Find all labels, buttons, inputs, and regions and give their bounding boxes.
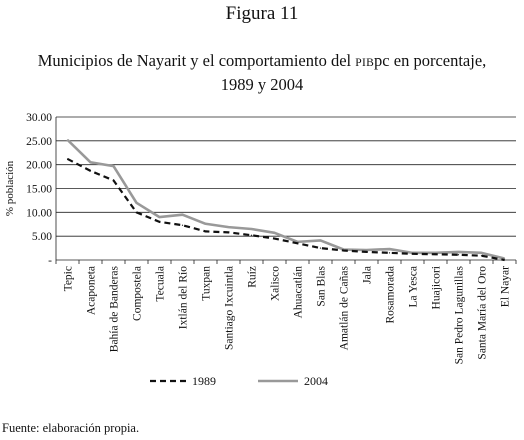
data-point-1989 bbox=[112, 179, 115, 181]
legend-label-2004: 2004 bbox=[304, 374, 328, 388]
line-chart: - 5.00 10.00 15.00 20.00 25.00 30.00 % població… bbox=[4, 112, 517, 388]
title-suffix: pc en porcentaje, bbox=[374, 51, 487, 70]
data-point-1989 bbox=[457, 254, 460, 256]
x-tick-label: Huajicori bbox=[431, 266, 443, 309]
y-tick-label: 15.00 bbox=[26, 184, 52, 196]
data-point-2004 bbox=[365, 249, 368, 251]
y-tick-label: 30.00 bbox=[26, 112, 52, 124]
data-point-1989 bbox=[319, 247, 322, 249]
y-tick-label: 20.00 bbox=[26, 160, 52, 172]
x-tick-label: La Yesca bbox=[408, 266, 420, 308]
data-point-1989 bbox=[342, 249, 345, 252]
title-line2: 1989 y 2004 bbox=[220, 75, 304, 94]
x-tick-label: San Blas bbox=[316, 265, 328, 306]
x-tick-label: Amatlán de Cañas bbox=[339, 265, 351, 350]
data-point-1989 bbox=[89, 170, 92, 172]
data-point-2004 bbox=[319, 239, 322, 242]
data-point-1989 bbox=[135, 211, 138, 213]
x-tick-label: Rosamorada bbox=[385, 266, 397, 323]
data-point-2004 bbox=[158, 216, 161, 218]
data-point-2004 bbox=[181, 214, 184, 216]
figure-label: Figura 11 bbox=[225, 3, 299, 24]
data-point-2004 bbox=[135, 202, 138, 204]
x-tick-label: Santiago Ixcuintla bbox=[224, 266, 236, 350]
data-point-1989 bbox=[503, 259, 506, 261]
x-tick-label: San Pedro Lagunillas bbox=[454, 265, 466, 364]
legend-label-1989: 1989 bbox=[192, 374, 216, 388]
data-point-2004 bbox=[273, 232, 276, 234]
data-point-1989 bbox=[158, 221, 161, 223]
data-point-1989 bbox=[365, 251, 368, 253]
x-tick-label: El Nayar bbox=[500, 266, 512, 307]
data-point-2004 bbox=[434, 252, 437, 254]
x-tick-label: Santa María del Oro bbox=[477, 266, 489, 360]
chart-title: Municipios de Nayarit y el comportamient… bbox=[0, 50, 524, 96]
data-point-1989 bbox=[250, 234, 253, 236]
series-line-2004 bbox=[66, 138, 505, 260]
title-smallcaps: PIB bbox=[355, 57, 375, 69]
title-prefix: Municipios de Nayarit y el comportamient… bbox=[37, 51, 356, 70]
series-line-1989 bbox=[66, 157, 505, 262]
y-axis-label: % población bbox=[4, 160, 16, 216]
x-tick-label: Tepic bbox=[63, 266, 75, 291]
data-point-1989 bbox=[388, 252, 391, 254]
data-point-2004 bbox=[112, 165, 115, 167]
data-point-1989 bbox=[66, 158, 69, 160]
y-tick-label: 5.00 bbox=[32, 231, 52, 243]
data-point-1989 bbox=[181, 224, 184, 226]
x-tick-label: Tecuala bbox=[155, 266, 167, 302]
data-point-1989 bbox=[480, 255, 483, 257]
x-tick-label: Bahía de Banderas bbox=[109, 265, 121, 352]
data-point-2004 bbox=[388, 248, 391, 250]
y-tick-label: 10.00 bbox=[26, 207, 52, 219]
data-point-2004 bbox=[227, 226, 230, 228]
data-point-1989 bbox=[434, 253, 437, 255]
x-tick-label: Ixtlán del Río bbox=[178, 266, 190, 329]
data-point-2004 bbox=[89, 161, 92, 163]
data-point-1989 bbox=[227, 231, 230, 233]
data-point-2004 bbox=[480, 252, 483, 254]
data-point-2004 bbox=[66, 139, 69, 141]
data-point-2004 bbox=[204, 223, 207, 225]
x-tick-label: Ruíz bbox=[247, 266, 259, 288]
x-tick-label: Ahuacatlán bbox=[293, 266, 305, 319]
data-point-1989 bbox=[204, 230, 207, 232]
source-note: Fuente: elaboración propia. bbox=[2, 421, 140, 435]
x-tick-label: Compostela bbox=[132, 266, 144, 321]
data-point-1989 bbox=[273, 237, 276, 240]
data-point-1989 bbox=[296, 242, 299, 244]
y-tick-label: - bbox=[48, 255, 52, 267]
data-point-1989 bbox=[411, 253, 414, 255]
x-tick-label: Jala bbox=[362, 266, 374, 284]
x-tick-label: Xalisco bbox=[270, 266, 282, 301]
data-point-2004 bbox=[250, 228, 253, 230]
data-point-2004 bbox=[457, 251, 460, 253]
x-tick-label: Tuxpan bbox=[201, 266, 213, 301]
y-tick-label: 25.00 bbox=[26, 136, 52, 148]
x-tick-label: Acaponeta bbox=[86, 266, 98, 315]
